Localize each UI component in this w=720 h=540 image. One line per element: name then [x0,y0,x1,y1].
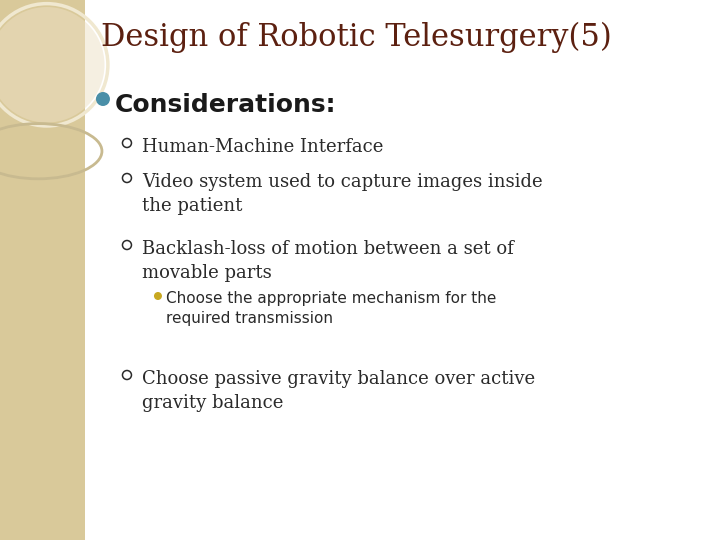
Circle shape [96,92,110,106]
Bar [0,0,85,540]
Text: Design of Robotic Telesurgery(5): Design of Robotic Telesurgery(5) [101,22,612,53]
Circle shape [0,7,104,123]
Text: Choose the appropriate mechanism for the
required transmission: Choose the appropriate mechanism for the… [166,291,496,326]
Text: Considerations:: Considerations: [115,93,336,117]
Text: Choose passive gravity balance over active
gravity balance: Choose passive gravity balance over acti… [142,370,535,413]
Text: Video system used to capture images inside
the patient: Video system used to capture images insi… [142,173,543,215]
Text: Human-Machine Interface: Human-Machine Interface [142,138,383,156]
Text: Backlash-loss of motion between a set of
movable parts: Backlash-loss of motion between a set of… [142,240,513,282]
Circle shape [154,292,162,300]
